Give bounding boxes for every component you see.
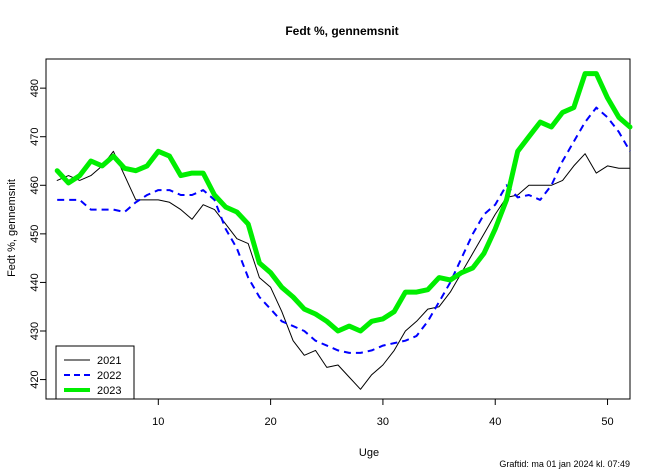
legend-label-2023: 2023	[97, 385, 121, 397]
legend: 2021 2022 2023	[55, 345, 135, 400]
series-line-2021	[56, 150, 631, 390]
y-tick-label: 430	[29, 322, 41, 340]
x-axis-label: Uge	[359, 447, 379, 459]
y-tick-label: 460	[29, 176, 41, 194]
legend-label-2021: 2021	[97, 355, 121, 367]
y-tick-label: 480	[29, 79, 41, 97]
chart-title: Fedt %, gennemsnit	[285, 24, 398, 38]
series-line-2023	[54, 71, 633, 334]
x-tick-label: 40	[489, 416, 501, 428]
x-tick-label: 20	[264, 416, 276, 428]
x-tick-label: 50	[601, 416, 613, 428]
y-tick-label: 470	[29, 128, 41, 146]
y-tick-label: 450	[29, 225, 41, 243]
legend-label-2022: 2022	[97, 370, 121, 382]
y-tick-label: 440	[29, 273, 41, 291]
legend-box	[55, 345, 135, 400]
y-axis-label: Fedt %, gennemsnit	[6, 179, 18, 277]
x-tick-label: 30	[377, 416, 389, 428]
plot-frame	[45, 58, 631, 400]
x-tick-label: 10	[152, 416, 164, 428]
y-axis: 420 430 440 450 460 470 480	[29, 79, 46, 389]
y-tick-label: 420	[29, 370, 41, 388]
x-axis: 10 20 30 40 50	[152, 399, 614, 428]
graph-timestamp: Graftid: ma 01 jan 2024 kl. 07:49	[499, 459, 630, 469]
series-layer	[54, 71, 633, 390]
series-line-2022	[57, 106, 631, 354]
